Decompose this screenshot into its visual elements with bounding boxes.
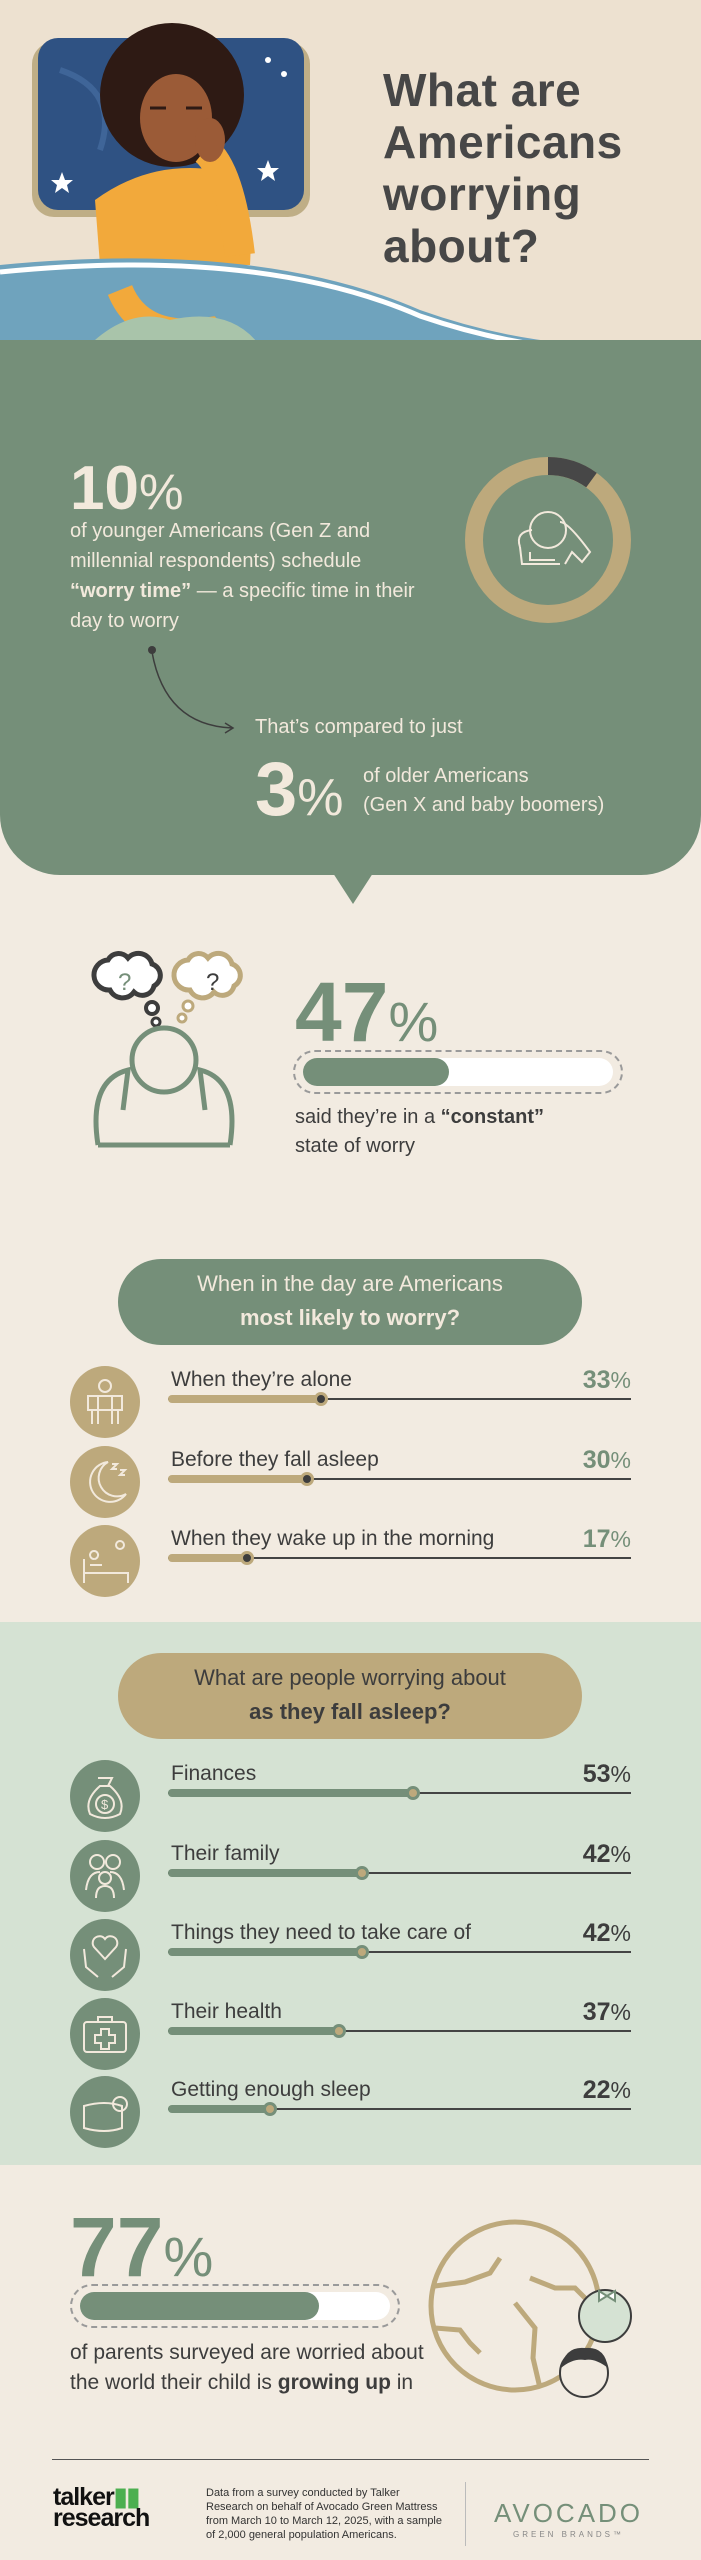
row-track (168, 1786, 631, 1800)
arrow-icon (148, 646, 235, 734)
page-title: What are Americans worrying about? (383, 64, 623, 272)
stat-row: Getting enough sleep 22% (0, 2076, 701, 2148)
stat-row: $ Finances 53% (0, 1760, 701, 1832)
row-bar-fill (168, 1475, 307, 1483)
row-bar-knob (355, 1866, 370, 1880)
parents-progress-fill (80, 2292, 319, 2320)
constant-worry-progress-bar (293, 1050, 623, 1094)
parents-stat-text: of parents surveyed are worried about th… (70, 2341, 424, 2394)
row-bar-knob (262, 2102, 277, 2116)
row-bar-fill (168, 1869, 363, 1877)
row-value: 22% (582, 2076, 631, 2104)
footer-divider (52, 2459, 649, 2460)
first-aid-kit-icon (70, 1998, 140, 2070)
row-track (168, 1866, 631, 1880)
row-bar-knob (313, 1392, 328, 1406)
row-bar-knob (239, 1551, 254, 1565)
row-bar-fill (168, 2105, 270, 2113)
survey-footnote: Data from a survey conducted by Talker R… (206, 2487, 442, 2541)
row-bar-fill (168, 1948, 363, 1956)
footer-vertical-divider (465, 2482, 466, 2546)
row-bar-fill (168, 1554, 247, 1562)
stat-row: Their health 37% (0, 1998, 701, 2070)
row-track (168, 1945, 631, 1959)
row-track (168, 1472, 631, 1486)
row-bar-knob (355, 1945, 370, 1959)
row-value: 37% (582, 1998, 631, 2026)
row-label: Things they need to take care of (171, 1921, 472, 1944)
row-value: 33% (582, 1366, 631, 1394)
parents-stat-value: 77% (70, 2200, 214, 2294)
donut-sleeping-person-icon (465, 457, 631, 623)
person-alone-icon (70, 1366, 140, 1438)
avocado-logo-subtitle: GREEN BRANDS™ (512, 2530, 624, 2539)
row-value: 17% (582, 1525, 631, 1553)
row-value: 53% (582, 1760, 631, 1788)
row-track (168, 2102, 631, 2116)
row-track (168, 1392, 631, 1406)
younger-stat-text: of younger Americans (Gen Z and millenni… (70, 520, 415, 632)
stat-row: Things they need to take care of 42% (0, 1919, 701, 1991)
row-label: Their health (171, 2000, 282, 2023)
svg-text:$: $ (101, 1797, 109, 1812)
asleep-section-heading: What are people worrying about as they fa… (118, 1653, 582, 1739)
row-value: 42% (582, 1840, 631, 1868)
older-stat-value: 3% (255, 747, 344, 832)
row-value: 30% (582, 1446, 631, 1474)
svg-text:?: ? (118, 969, 131, 996)
younger-stat-value: 10% (70, 454, 184, 523)
row-track (168, 1551, 631, 1565)
row-value: 42% (582, 1919, 631, 1947)
row-bar-knob (332, 2024, 347, 2038)
constant-worry-progress-fill (303, 1058, 449, 1086)
constant-worry-text: said they’re in a “constant” state of wo… (295, 1106, 544, 1157)
row-track (168, 2024, 631, 2038)
heart-hands-icon (70, 1919, 140, 1991)
parents-progress-bar (70, 2284, 400, 2328)
stat-row: Their family 42% (0, 1840, 701, 1912)
row-label: When they’re alone (171, 1368, 352, 1391)
stat-row: Before they fall asleep 30% (0, 1446, 701, 1518)
speech-pointer (331, 870, 375, 904)
row-bar-fill (168, 1789, 414, 1797)
row-label: Getting enough sleep (171, 2078, 371, 2101)
row-label: Their family (171, 1842, 280, 1865)
row-bar-knob (406, 1786, 421, 1800)
when-section-heading: When in the day are Americans most likely… (118, 1259, 582, 1345)
moon-sleep-icon (70, 1446, 140, 1518)
svg-text:?: ? (206, 969, 219, 996)
row-label: Finances (171, 1762, 257, 1785)
stat-row: When they wake up in the morning 17% (0, 1525, 701, 1597)
row-label: Before they fall asleep (171, 1448, 379, 1471)
wake-up-bed-icon (70, 1525, 140, 1597)
older-stat-text: of older Americans (Gen X and baby boomer… (363, 765, 605, 816)
family-icon (70, 1840, 140, 1912)
avocado-logo: AVOCADO (493, 2498, 644, 2528)
stat-row: When they’re alone 33% (0, 1366, 701, 1438)
constant-worry-stat-value: 47% (295, 965, 439, 1059)
globe-children-icon (428, 2219, 632, 2398)
row-label: When they wake up in the morning (171, 1527, 495, 1550)
comparison-intro: That’s compared to just (255, 716, 463, 738)
row-bar-fill (168, 2027, 340, 2035)
row-bar-fill (168, 1395, 321, 1403)
money-bag-icon: $ (70, 1760, 140, 1832)
row-bar-knob (299, 1472, 314, 1486)
worried-person-icon: ? ? (91, 950, 243, 1148)
donut-fill-segment (465, 457, 631, 623)
talker-research-logo: talker▮▮ research (53, 2483, 150, 2532)
pillow-icon (70, 2076, 140, 2148)
